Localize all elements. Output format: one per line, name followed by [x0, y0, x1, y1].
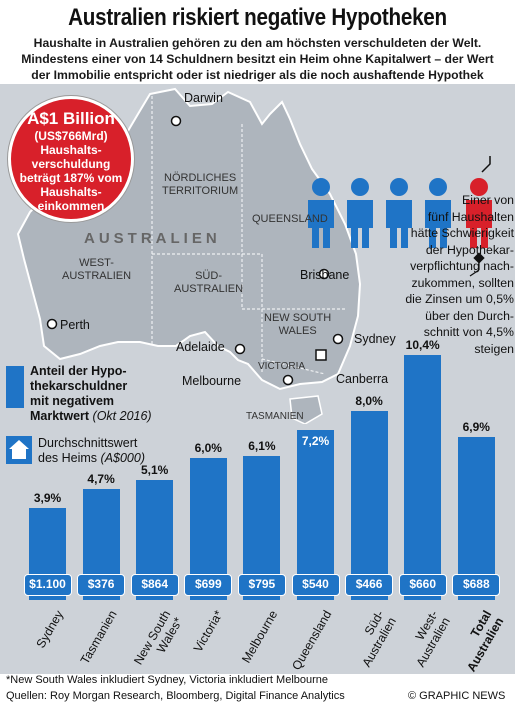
bar-value-label: 6,0%: [194, 441, 222, 456]
home-value-box: $376: [77, 574, 126, 596]
debt-badge: A$1 Billion (US$766Mrd) Haushalts- versc…: [8, 96, 134, 222]
city-brisbane: Brisbane: [300, 268, 350, 282]
home-value-box: $699: [184, 574, 233, 596]
region-sa: SÜD- AUSTRALIEN: [174, 270, 244, 295]
city-markers: [46, 115, 344, 386]
badge-line: (US$766Mrd): [34, 129, 108, 143]
category-label: New South Wales*: [130, 608, 186, 668]
bar-value-label: 6,1%: [248, 439, 276, 454]
credit: © GRAPHIC NEWS: [408, 690, 506, 702]
category-label: Victoria*: [191, 608, 226, 655]
bar-value-label: 3,9%: [33, 490, 62, 505]
side-note: Einer von fünf Haushalten hätte Schwieri…: [405, 193, 514, 356]
map-country-label: AUSTRALIEN: [84, 230, 221, 247]
bar-value-label: 6,9%: [462, 420, 490, 435]
bar: [297, 430, 334, 600]
intro-line-1: Haushalte in Australien gehören zu den a…: [33, 36, 482, 50]
home-value-box: $688: [452, 574, 501, 596]
bar: [404, 354, 442, 600]
category-label: Süd- Australien: [359, 608, 400, 670]
region-vic: VICTORIA: [258, 361, 306, 372]
legend-swatch: [6, 366, 24, 408]
region-qld: QUEENSLAND: [252, 213, 328, 225]
city-darwin: Darwin: [184, 91, 223, 105]
home-value-box: $466: [345, 574, 394, 596]
legend-home-value: Durchschnittswert des Heims (A$000): [6, 436, 206, 466]
intro-line-2: Mindestens einer von 14 Schuldnern besit…: [21, 52, 494, 66]
home-value-box: $864: [130, 574, 179, 596]
region-tas: TASMANIEN: [246, 411, 304, 422]
city-melbourne: Melbourne: [182, 374, 242, 388]
sources: Quellen: Roy Morgan Research, Bloomberg,…: [6, 690, 345, 702]
bar-value-label: 5,1%: [141, 462, 169, 477]
badge-line: einkommen: [37, 199, 105, 213]
category-label: Tasmanien: [77, 608, 120, 667]
bar-value-label: 4,7%: [87, 472, 115, 487]
callout-line: [481, 156, 491, 173]
bar-value-label: 10,4%: [405, 337, 440, 352]
home-value-box: $540: [291, 574, 340, 596]
badge-line: Haushalts-: [40, 185, 102, 199]
category-label: Melbourne: [238, 608, 281, 666]
badge-main-value: A$1 Billion: [27, 109, 115, 128]
category-label: West- Australien: [412, 608, 453, 670]
bar-value-label: 7,2%: [301, 434, 330, 449]
bar: [457, 437, 495, 600]
category-label: Sydney: [33, 608, 66, 651]
tasmania-shape: [289, 395, 323, 424]
home-value-box: $1.100: [23, 574, 72, 596]
bar: [350, 411, 388, 600]
footnote: *New South Wales inkludiert Sydney, Vict…: [6, 674, 329, 686]
badge-line: beträgt 187% vom: [19, 171, 123, 185]
home-value-box: $660: [398, 574, 447, 596]
category-label: Queensland: [288, 608, 334, 673]
people-icons: [308, 178, 492, 277]
badge-line: Haushalts-: [40, 143, 102, 157]
region-nt: NÖRDLICHES TERRITORIUM: [162, 172, 239, 197]
region-wa: WEST- AUSTRALIEN: [62, 257, 132, 282]
category-label: Total Australien: [464, 608, 507, 675]
legend-negative-equity: Anteil der Hypo- thekarschuldner mit neg…: [6, 364, 196, 424]
home-value-box: $795: [237, 574, 286, 596]
border-vic: [261, 358, 326, 375]
badge-line: verschuldung: [31, 157, 111, 171]
bar-value-label: 8,0%: [355, 394, 383, 409]
city-sydney: Sydney: [354, 332, 396, 346]
city-canberra: Canberra: [336, 372, 389, 386]
house-icon: [6, 436, 32, 464]
city-adelaide: Adelaide: [176, 340, 225, 354]
city-perth: Perth: [60, 318, 90, 332]
page-title: Australien riskiert negative Hypotheken: [68, 4, 447, 31]
intro-line-3: der Immobilie entspricht oder ist niedri…: [31, 68, 484, 82]
region-nsw: NEW SOUTH WALES: [264, 312, 332, 337]
